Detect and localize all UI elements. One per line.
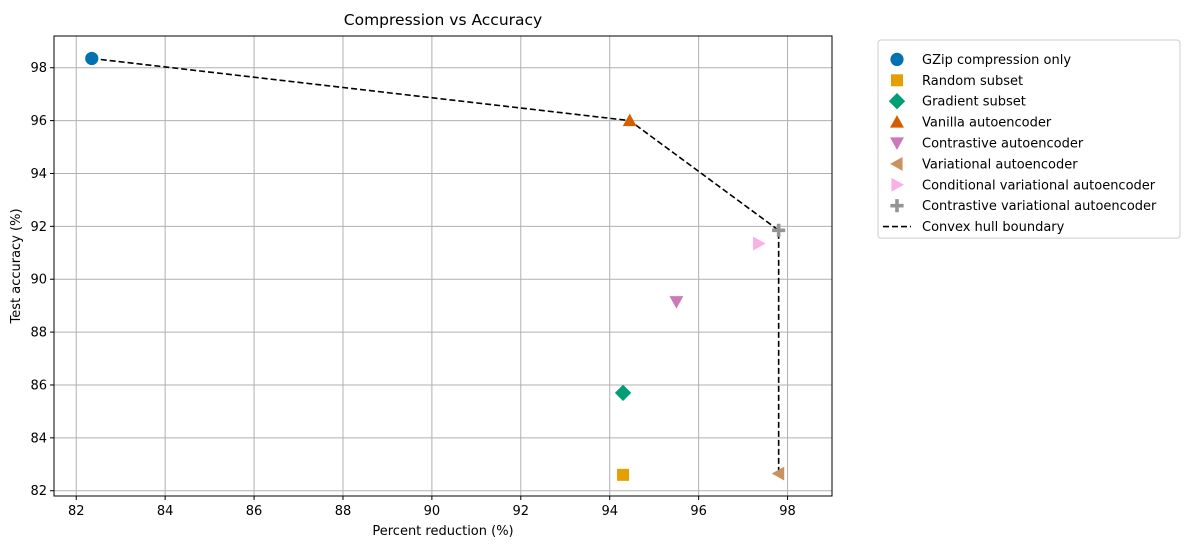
hull-layer	[91, 57, 780, 474]
x-tick-label: 96	[690, 504, 707, 519]
point-triangle-left	[771, 466, 785, 481]
legend-marker-plus	[890, 199, 904, 213]
legend-box	[877, 39, 1181, 239]
x-tick-label: 84	[157, 504, 174, 519]
x-tick-label: 90	[424, 504, 441, 519]
y-tick-label: 82	[30, 484, 47, 499]
y-axis-label: Test accuracy (%)	[9, 208, 24, 324]
x-tick-label: 92	[513, 504, 530, 519]
legend-label: Convex hull boundary	[922, 220, 1065, 235]
legend-marker-triangle-up	[890, 115, 904, 128]
plot-frame	[53, 35, 833, 497]
legend-label: Conditional variational autoencoder	[922, 178, 1156, 193]
point-circle	[85, 51, 99, 66]
legend-marker-triangle-down	[890, 137, 904, 150]
y-tick-label: 94	[30, 167, 47, 182]
y-tick-label: 92	[30, 220, 47, 235]
x-tick-label: 98	[779, 504, 796, 519]
legend-label: Contrastive variational autoencoder	[922, 199, 1157, 214]
y-tick-label: 98	[30, 61, 47, 76]
points-layer	[85, 51, 786, 481]
legend-marker-triangle-right	[891, 177, 904, 192]
point-diamond	[614, 384, 632, 402]
legend-label: Random subset	[922, 74, 1023, 89]
convex-hull-line	[91, 57, 780, 474]
point-triangle-up	[622, 113, 637, 127]
point-triangle-down	[669, 296, 684, 309]
legend-label: GZip compression only	[922, 53, 1071, 68]
y-tick-label: 84	[30, 431, 47, 446]
chart-title: Compression vs Accuracy	[344, 11, 542, 29]
point-plus	[772, 223, 786, 237]
x-tick-label: 88	[335, 504, 352, 519]
point-square	[617, 468, 630, 481]
legend-label: Vanilla autoencoder	[922, 116, 1052, 131]
ticks-layer: 82 84 86 88 90 92 94 96 98 82 84 86 88 90 92 94 96 98	[30, 61, 795, 519]
legend-marker-diamond	[888, 93, 906, 110]
x-axis-label: Percent reduction (%)	[372, 524, 513, 539]
grid-layer	[54, 36, 832, 496]
y-tick-label: 88	[30, 326, 47, 341]
legend: GZip compression only Random subset Gradie…	[877, 39, 1181, 239]
x-tick-label: 94	[601, 504, 618, 519]
legend-marker-triangle-left	[890, 156, 903, 171]
legend-marker-circle	[890, 52, 904, 67]
point-triangle-right	[753, 236, 766, 251]
y-tick-label: 90	[30, 273, 47, 288]
y-tick-label: 86	[30, 378, 47, 393]
legend-label: Contrastive autoencoder	[922, 137, 1084, 152]
x-tick-label: 82	[68, 504, 85, 519]
x-tick-label: 86	[246, 504, 263, 519]
y-tick-label: 96	[30, 114, 47, 129]
legend-label: Variational autoencoder	[922, 157, 1078, 172]
legend-marker-square	[891, 74, 903, 87]
legend-label: Gradient subset	[922, 95, 1026, 110]
